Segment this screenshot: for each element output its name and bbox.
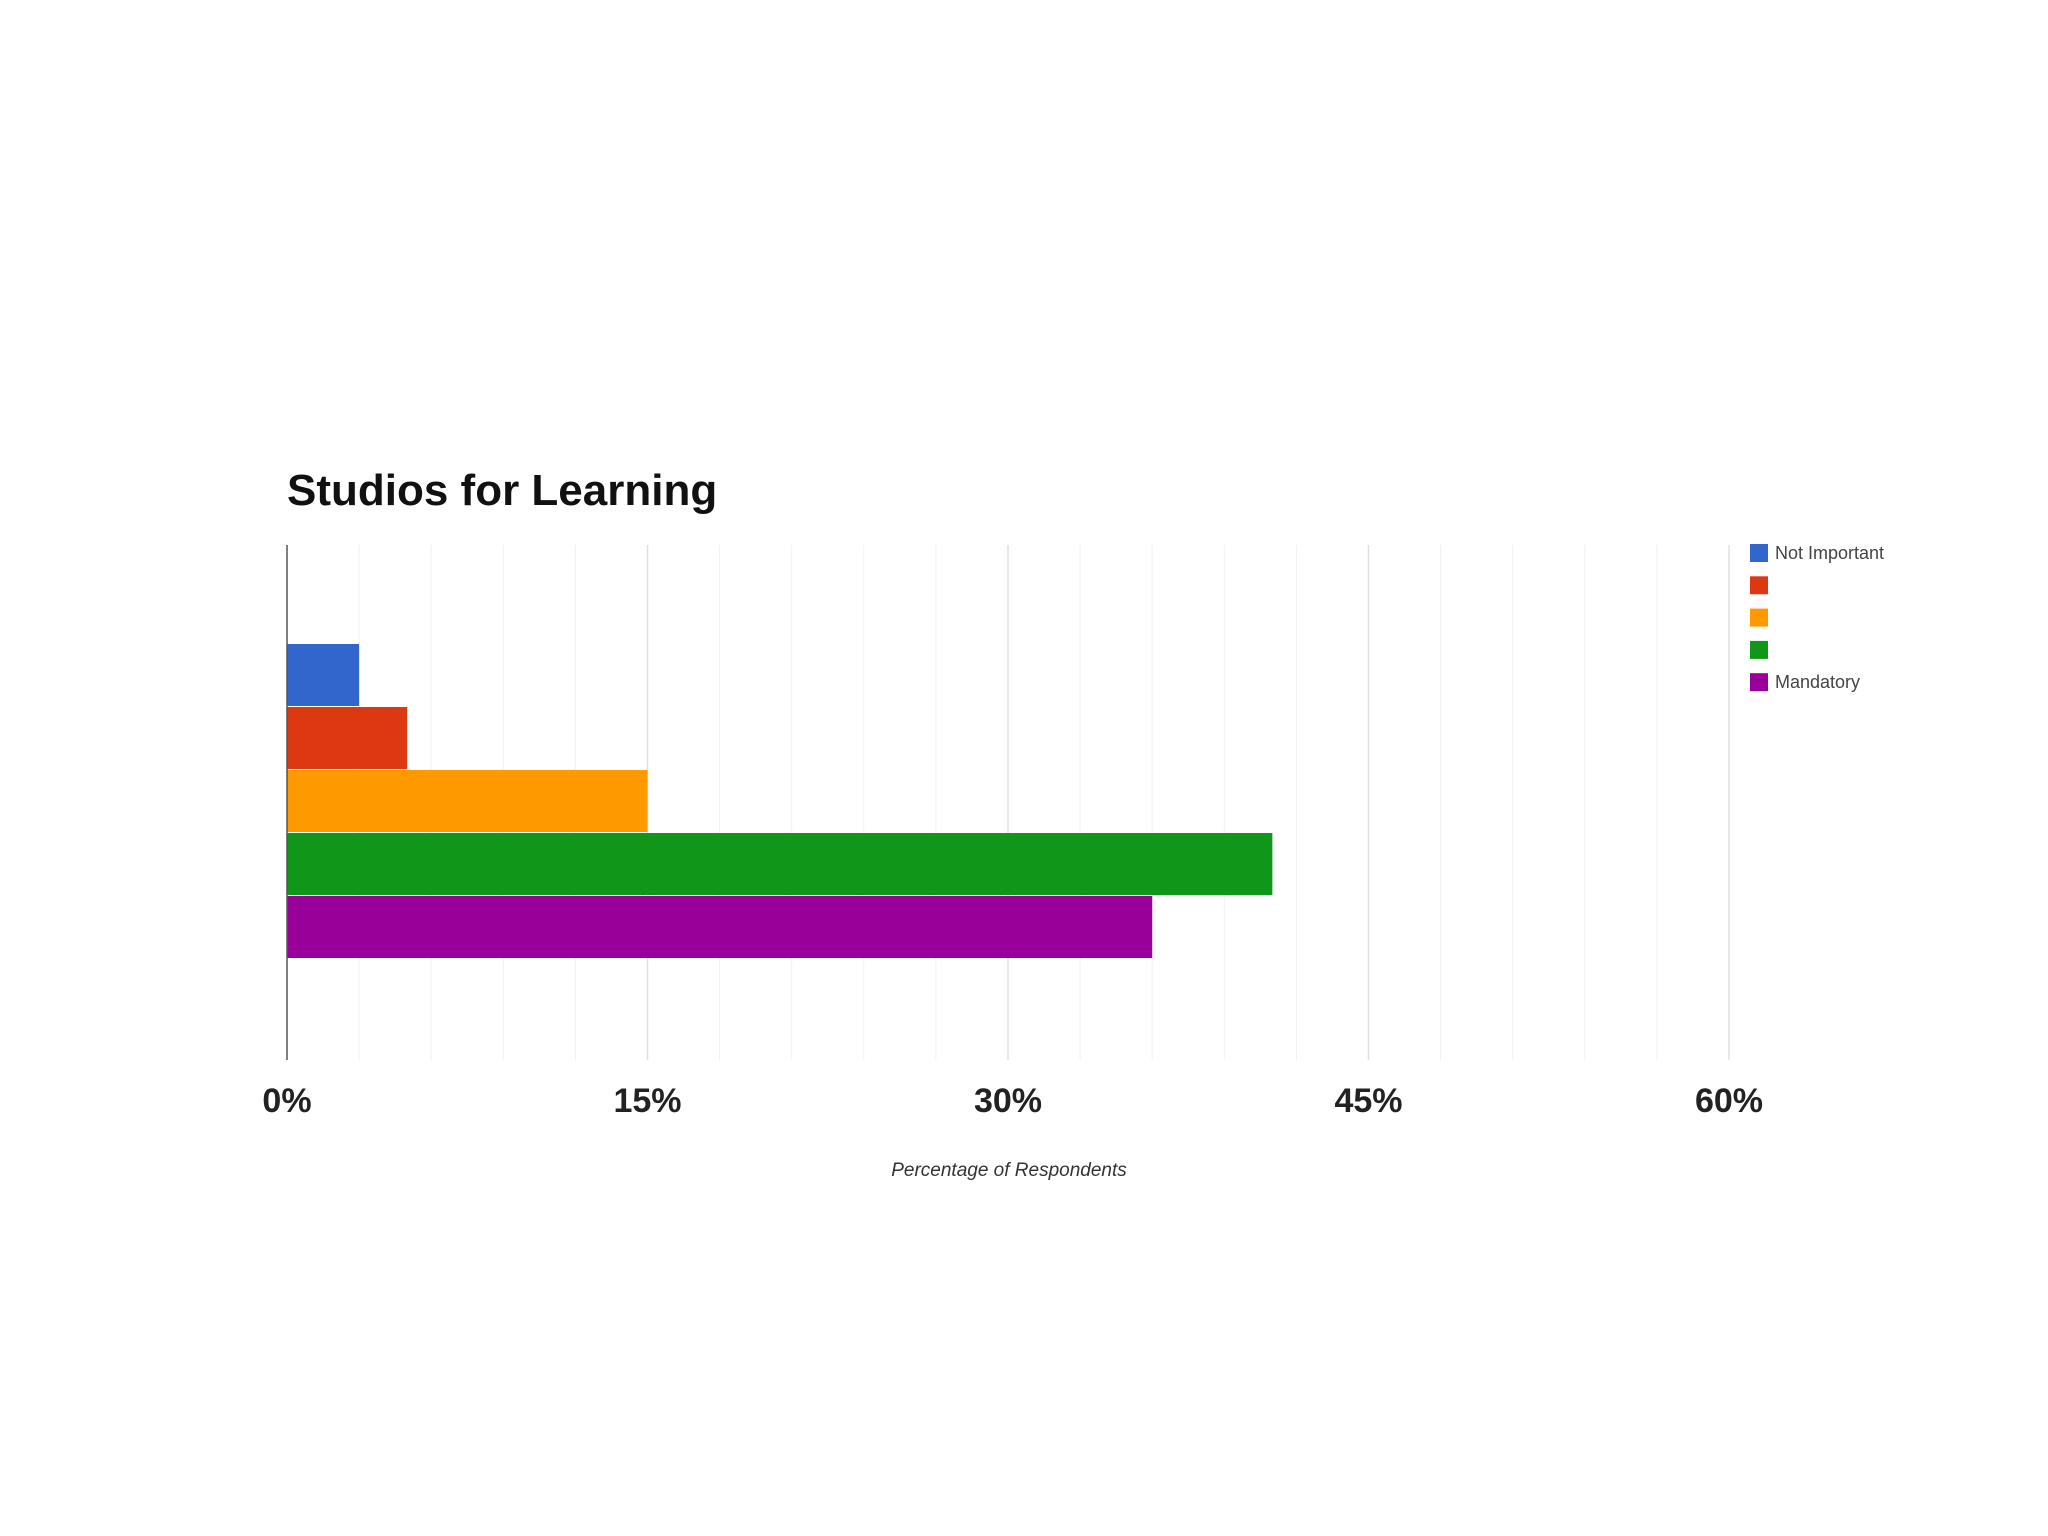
- bar-series-3: [287, 770, 648, 832]
- x-axis-ticks: 0% 15% 30% 45% 60%: [262, 1082, 1763, 1120]
- legend-swatch: [1750, 640, 1768, 659]
- bar-series-4: [287, 833, 1273, 895]
- x-axis-title: Percentage of Respondents: [891, 1160, 1127, 1181]
- x-tick-label: 45%: [1334, 1082, 1402, 1120]
- legend-swatch: [1750, 576, 1768, 595]
- legend-swatch: [1750, 544, 1768, 562]
- legend-label: Not Important: [1775, 543, 1884, 563]
- legend-label: Mandatory: [1775, 672, 1860, 692]
- legend-swatch: [1750, 673, 1768, 692]
- x-tick-label: 60%: [1695, 1082, 1763, 1120]
- bar-series-2: [287, 707, 408, 769]
- legend: Not Important Mandatory: [1750, 543, 1884, 692]
- bar-series-1: [287, 644, 360, 706]
- legend-swatch: [1750, 608, 1768, 627]
- x-tick-label: 15%: [613, 1082, 681, 1120]
- x-tick-label: 0%: [262, 1082, 311, 1120]
- bar-series-5: [287, 896, 1153, 958]
- chart-title: Studios for Learning: [287, 466, 717, 515]
- bars: [287, 644, 1273, 958]
- x-tick-label: 30%: [974, 1082, 1042, 1120]
